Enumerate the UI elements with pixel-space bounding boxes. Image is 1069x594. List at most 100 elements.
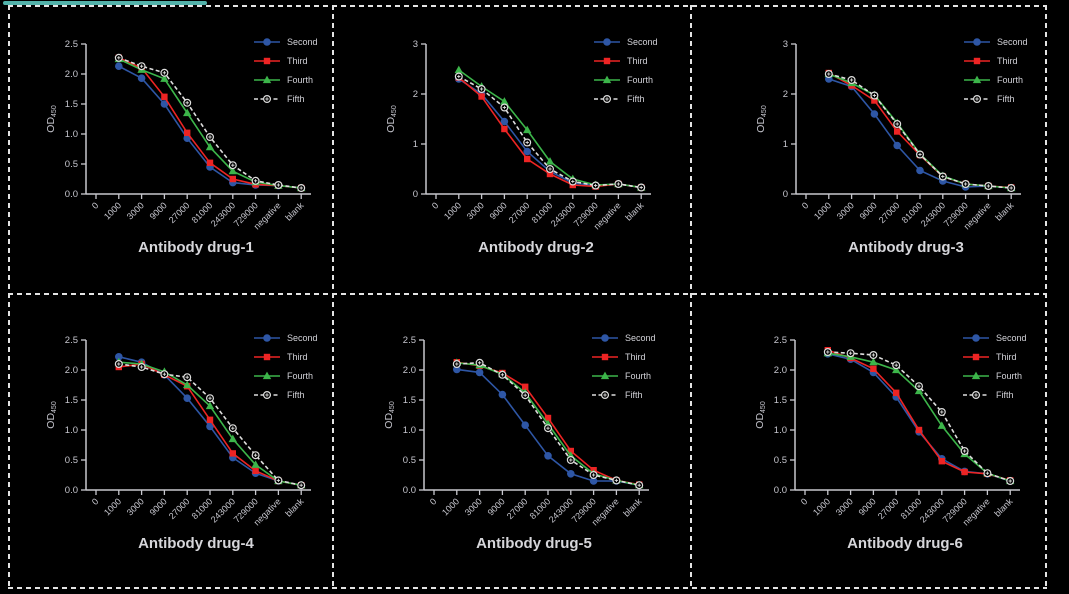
series-fifth (454, 72, 646, 192)
legend-label: Fourth (287, 371, 313, 381)
x-tick-label: 0 (799, 496, 810, 507)
series-fourth (452, 358, 644, 489)
legend-label: Second (287, 333, 318, 343)
x-tick-label: 1000 (811, 496, 832, 517)
x-tick-label: 3000 (125, 200, 146, 221)
panel-border-left (8, 5, 10, 589)
x-tick-label: 243000 (547, 496, 575, 524)
x-tick-label: 9000 (488, 200, 509, 221)
x-tick-label: blank (623, 200, 646, 223)
y-tick-label: 2.5 (403, 335, 416, 346)
legend-label: Second (287, 37, 318, 47)
legend-label: Third (627, 56, 648, 66)
series-fourth (823, 348, 1015, 485)
series-fifth (452, 358, 644, 490)
legend-label: Fifth (627, 94, 645, 104)
legend-item-second: Second (254, 333, 318, 343)
legend-label: Fifth (625, 390, 643, 400)
legend-item-fourth: Fourth (592, 371, 651, 381)
legend: Second Third Fourth Fifth (963, 333, 1027, 400)
legend-item-fourth: Fourth (254, 75, 313, 85)
y-tick-label: 1.0 (65, 129, 78, 140)
legend-item-fourth: Fourth (963, 371, 1022, 381)
chart-title: Antibody drug-6 (847, 535, 963, 552)
x-tick-label: 1000 (102, 496, 123, 517)
x-tick-label: 0 (90, 200, 101, 211)
y-tick-label: 1.0 (774, 425, 787, 436)
chart-title: Antibody drug-5 (476, 535, 592, 552)
x-tick-label: 3000 (834, 496, 855, 517)
panel-divider-vertical-1 (332, 5, 334, 589)
panel-divider-vertical-2 (690, 5, 692, 589)
chart-antibody-drug-6: 0.00.51.01.52.02.50 1000 3000 9000270008100… (754, 333, 1027, 552)
series-fifth (823, 347, 1015, 486)
y-tick-label: 0.5 (65, 455, 78, 466)
x-tick-label: 27000 (876, 496, 901, 521)
legend-item-fifth: Fifth (254, 94, 305, 104)
x-tick-label: 9000 (858, 200, 879, 221)
x-tick-label: blank (621, 496, 644, 519)
series-second (824, 350, 1014, 485)
y-axis-label: OD450 (755, 105, 768, 133)
y-tick-label: 2.5 (65, 335, 78, 346)
x-tick-label: 27000 (505, 496, 530, 521)
x-tick-label: 243000 (209, 200, 237, 228)
legend-label: Second (627, 37, 658, 47)
legend-item-fourth: Fourth (964, 75, 1023, 85)
x-tick-label: 0 (800, 200, 811, 211)
series-fifth (114, 53, 306, 193)
y-tick-label: 2.0 (65, 365, 78, 376)
series-line (827, 352, 1011, 482)
series-line (827, 349, 1011, 482)
legend-label: Fifth (996, 390, 1014, 400)
legend-item-third: Third (963, 352, 1017, 362)
y-axis-label: OD450 (45, 401, 58, 429)
legend-label: Third (996, 352, 1017, 362)
legend-label: Fifth (997, 94, 1015, 104)
x-tick-label: 27000 (167, 496, 192, 521)
y-tick-label: 2.0 (65, 69, 78, 80)
legend-label: Second (997, 37, 1028, 47)
y-axis-label: OD450 (385, 105, 398, 133)
chart-antibody-drug-4: 0.00.51.01.52.02.50 1000 3000 9000270008100… (45, 333, 318, 552)
legend: Second Third Fourth Fifth (964, 37, 1028, 104)
series-second (115, 62, 306, 192)
y-tick-label: 0.0 (65, 485, 78, 496)
x-tick-label: 3000 (835, 200, 856, 221)
y-tick-label: 0.0 (403, 485, 416, 496)
chart-antibody-drug-1: 0.00.51.01.52.02.50 1000 3000 9000270008100… (45, 37, 318, 256)
legend-item-fourth: Fourth (594, 75, 653, 85)
chart-antibody-drug-5: 0.00.51.01.52.02.50 1000 3000 9000270008100… (383, 333, 656, 552)
y-tick-label: 2 (783, 89, 788, 100)
y-tick-label: 0.5 (403, 455, 416, 466)
legend-label: Third (625, 352, 646, 362)
legend-item-third: Third (594, 56, 648, 66)
x-tick-label: 9000 (148, 200, 169, 221)
x-tick-label: 0 (430, 200, 441, 211)
legend-item-third: Third (254, 352, 308, 362)
y-tick-label: 2.0 (774, 365, 787, 376)
y-tick-label: 0.0 (65, 189, 78, 200)
legend-label: Fourth (287, 75, 313, 85)
legend-item-second: Second (254, 37, 318, 47)
y-tick-label: 1.0 (65, 425, 78, 436)
y-tick-label: 1 (783, 139, 788, 150)
y-tick-label: 1.0 (403, 425, 416, 436)
x-tick-label: 27000 (507, 200, 532, 225)
y-axis-label: OD450 (383, 401, 396, 429)
x-tick-label: 27000 (167, 200, 192, 225)
y-tick-label: 1.5 (403, 395, 416, 406)
y-tick-label: 1.5 (65, 99, 78, 110)
x-tick-label: 243000 (919, 200, 947, 228)
legend-label: Third (287, 56, 308, 66)
y-tick-label: 0 (783, 189, 788, 200)
y-tick-label: 1 (413, 139, 418, 150)
legend: Second Third Fourth Fifth (594, 37, 658, 104)
axes: 0.00.51.01.52.02.50 1000 3000 9000270008100… (403, 335, 649, 527)
legend-label: Fifth (287, 390, 305, 400)
x-tick-label: 9000 (486, 496, 507, 517)
legend-item-fifth: Fifth (964, 94, 1015, 104)
x-tick-label: 0 (90, 496, 101, 507)
chart-title: Antibody drug-3 (848, 239, 964, 256)
